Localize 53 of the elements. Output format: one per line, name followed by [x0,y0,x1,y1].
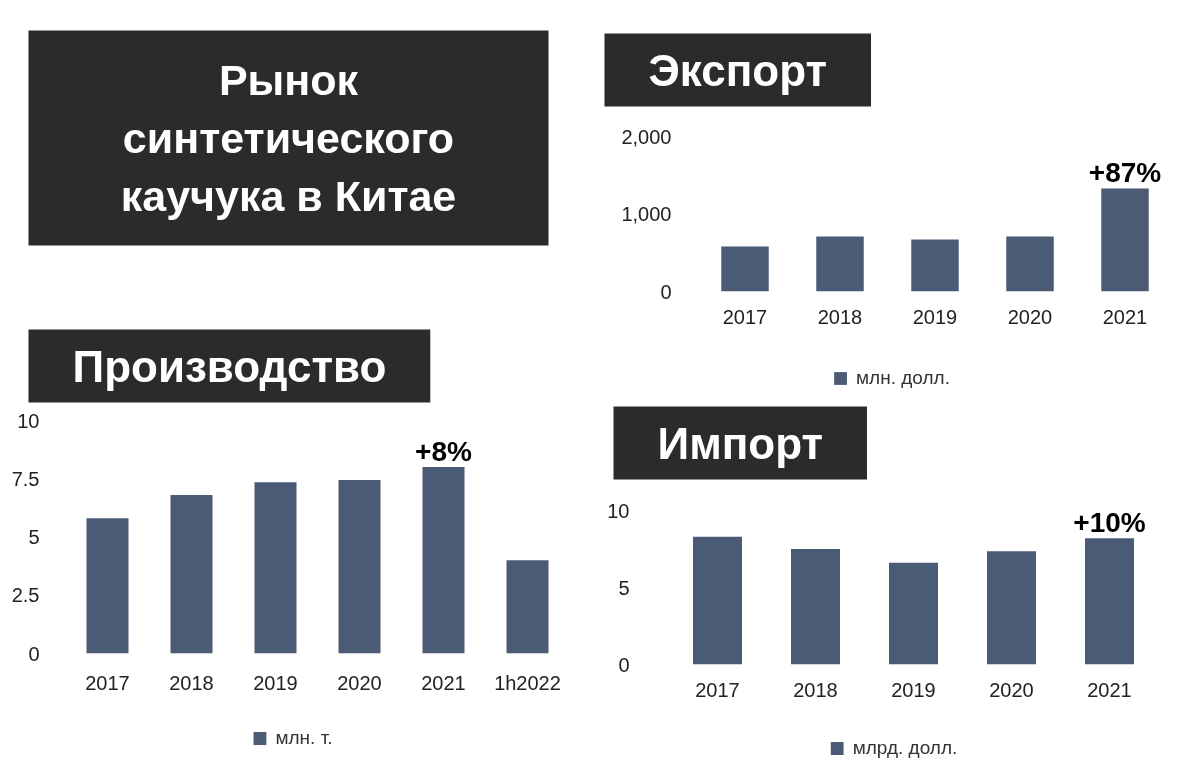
y-tick-label: 5 [28,526,40,548]
bar [1101,188,1149,292]
annotation: +87% [1088,157,1162,189]
x-tick-label: 1h2022 [494,671,561,694]
x-tick-label: 2018 [817,305,863,328]
bar [338,479,381,654]
bar [86,518,129,654]
x-tick-label: 2020 [337,671,382,694]
y-tick-label: 7.5 [11,467,40,490]
bar [254,482,297,654]
y-tick-label: 2.5 [11,584,40,607]
y-tick-label: 2,000 [621,125,672,148]
y-tick-label: 10 [607,499,630,522]
x-tick-label: 2017 [695,678,740,701]
bar [816,236,864,292]
x-tick-label: 2018 [793,678,838,701]
legend-label: млн. т. [275,727,333,749]
bar [791,549,840,665]
chart-title: Импорт [657,418,823,468]
legend-label: млн. долл. [856,367,950,389]
bar [911,239,959,292]
y-tick-label: 10 [17,409,40,432]
x-tick-label: 2017 [722,305,768,328]
chart-title: Производство [72,341,387,391]
x-tick-label: 2018 [169,671,214,694]
y-tick-label: 5 [618,576,630,599]
x-tick-label: 2017 [85,671,130,694]
annotation: +8% [415,436,473,468]
bar [987,551,1036,665]
x-tick-label: 2021 [1087,678,1132,701]
y-tick-label: 0 [618,653,630,676]
annotation: +10% [1073,507,1146,539]
y-tick-label: 1,000 [621,203,672,225]
bar [889,562,938,665]
bar [693,536,742,665]
y-tick-label: 0 [28,642,40,665]
text: Рынок синтетического каучука в Китае [120,55,457,221]
y-tick-label: 0 [660,280,672,303]
x-tick-label: 2020 [989,678,1034,701]
x-tick-label: 2021 [421,671,466,694]
chart-title: Экспорт [648,45,828,95]
bar [721,246,769,292]
bar [1085,538,1134,665]
x-tick-label: 2019 [891,678,936,701]
bar [422,467,465,654]
bar [170,495,213,654]
legend-label: млрд. долл. [852,737,958,759]
x-tick-label: 2020 [1007,305,1053,328]
x-tick-label: 2021 [1102,305,1148,328]
x-tick-label: 2019 [253,671,298,694]
bar [506,560,549,654]
bar [1006,236,1054,292]
x-tick-label: 2019 [912,305,958,328]
